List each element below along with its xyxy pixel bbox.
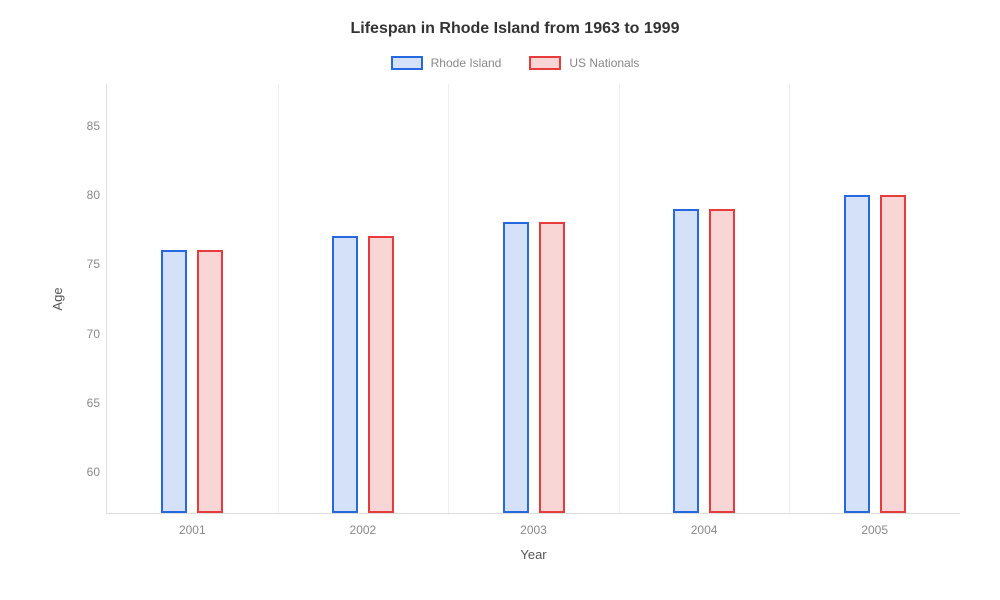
grid-line bbox=[789, 84, 790, 513]
bars-layer bbox=[107, 84, 960, 513]
y-axis-label: Age bbox=[50, 287, 65, 310]
grid-line bbox=[619, 84, 620, 513]
bar bbox=[709, 209, 735, 513]
legend: Rhode Island US Nationals bbox=[70, 56, 960, 70]
bar bbox=[503, 222, 529, 513]
y-tick: 60 bbox=[87, 465, 100, 479]
y-tick: 75 bbox=[87, 257, 100, 271]
legend-label-rhode-island: Rhode Island bbox=[431, 56, 502, 70]
plot-area: Age 606570758085 Year 200120022003200420… bbox=[70, 84, 960, 514]
plot: Year 20012002200320042005 bbox=[106, 84, 960, 514]
bar bbox=[161, 250, 187, 513]
bar bbox=[673, 209, 699, 513]
x-tick: 2005 bbox=[861, 523, 888, 537]
grid-line bbox=[278, 84, 279, 513]
legend-item-us-nationals: US Nationals bbox=[529, 56, 639, 70]
y-tick: 70 bbox=[87, 327, 100, 341]
legend-swatch-us-nationals bbox=[529, 56, 561, 70]
x-tick: 2002 bbox=[350, 523, 377, 537]
bar bbox=[368, 236, 394, 513]
y-tick: 85 bbox=[87, 119, 100, 133]
bar bbox=[197, 250, 223, 513]
x-axis-label: Year bbox=[520, 547, 546, 562]
x-tick: 2001 bbox=[179, 523, 206, 537]
bar bbox=[880, 195, 906, 513]
x-tick: 2004 bbox=[691, 523, 718, 537]
legend-label-us-nationals: US Nationals bbox=[569, 56, 639, 70]
x-tick: 2003 bbox=[520, 523, 547, 537]
y-tick: 65 bbox=[87, 396, 100, 410]
legend-item-rhode-island: Rhode Island bbox=[391, 56, 502, 70]
y-axis: Age 606570758085 bbox=[70, 84, 106, 514]
bar bbox=[332, 236, 358, 513]
chart-container: Lifespan in Rhode Island from 1963 to 19… bbox=[0, 0, 1000, 600]
bar bbox=[539, 222, 565, 513]
y-tick: 80 bbox=[87, 188, 100, 202]
bar bbox=[844, 195, 870, 513]
legend-swatch-rhode-island bbox=[391, 56, 423, 70]
chart-title: Lifespan in Rhode Island from 1963 to 19… bbox=[70, 20, 960, 38]
grid-line bbox=[448, 84, 449, 513]
